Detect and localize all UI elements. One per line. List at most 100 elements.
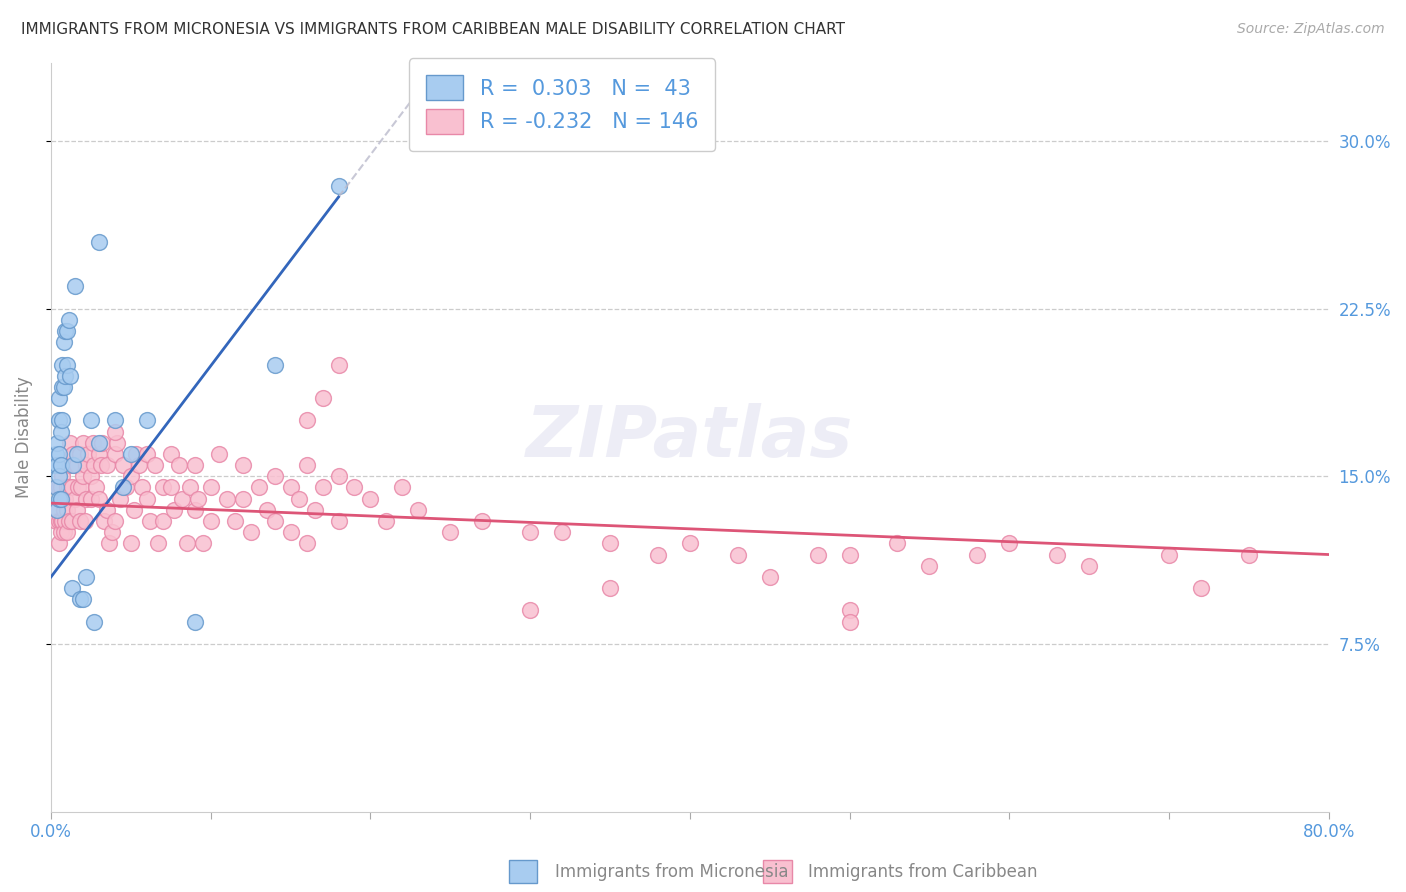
Point [58,481,80,495]
Point [87,491,110,506]
Point [44,458,66,472]
Point [146,536,169,550]
Point [311,481,333,495]
Point [167,458,190,472]
Point [63,458,86,472]
Point [328,358,350,372]
Point [76,447,98,461]
Point [62,458,84,472]
Point [75,458,97,472]
Point [72,469,94,483]
Point [232,491,254,506]
Point [87,435,110,450]
Point [73,514,96,528]
Point [838,615,860,629]
Point [256,503,278,517]
Point [48,469,70,483]
Point [52,335,75,350]
Point [343,481,366,495]
Point [239,525,262,540]
Point [287,491,309,506]
Point [104,413,127,427]
Point [232,458,254,472]
Point [46,503,69,517]
Point [224,514,246,528]
Point [191,536,214,550]
Point [1078,558,1101,573]
Point [51,469,73,483]
Point [65,447,87,461]
Point [49,525,72,540]
Point [184,458,207,472]
Point [152,481,174,495]
Point [184,615,207,629]
Point [72,435,94,450]
Point [83,458,105,472]
Point [163,503,186,517]
Point [75,570,97,584]
Point [56,358,79,372]
Point [295,536,318,550]
Point [359,491,381,506]
Point [152,514,174,528]
Point [49,425,72,439]
Y-axis label: Male Disability: Male Disability [15,376,32,498]
Point [471,514,494,528]
Point [75,491,97,506]
Text: IMMIGRANTS FROM MICRONESIA VS IMMIGRANTS FROM CARIBBEAN MALE DISABILITY CORRELAT: IMMIGRANTS FROM MICRONESIA VS IMMIGRANTS… [21,22,845,37]
Point [55,368,77,383]
Point [59,458,82,472]
Point [551,525,574,540]
Point [80,491,103,506]
Point [90,458,112,472]
Point [93,514,115,528]
Point [60,581,83,595]
Point [120,469,142,483]
Point [104,447,127,461]
Point [599,536,621,550]
Point [97,536,120,550]
Point [918,558,941,573]
Point [51,358,73,372]
Point [128,458,150,472]
Point [46,481,69,495]
Point [135,491,157,506]
Point [56,503,79,517]
Point [69,447,91,461]
Point [647,548,669,562]
Text: Immigrants from Caribbean: Immigrants from Caribbean [808,863,1038,881]
Point [63,491,86,506]
Point [96,503,118,517]
Point [100,525,122,540]
Point [184,503,207,517]
Point [46,503,69,517]
Point [328,514,350,528]
Point [49,481,72,495]
Point [1237,548,1260,562]
Point [187,491,209,506]
Point [46,458,69,472]
Point [160,481,183,495]
Point [111,458,134,472]
Point [328,469,350,483]
Point [139,514,162,528]
Point [67,481,90,495]
Point [599,581,621,595]
Text: Immigrants from Micronesia: Immigrants from Micronesia [555,863,789,881]
Point [80,469,103,483]
Point [104,514,127,528]
Point [49,514,72,528]
Point [304,503,326,517]
Point [48,391,70,405]
Legend: R =  0.303   N =  43, R = -0.232   N = 146: R = 0.303 N = 43, R = -0.232 N = 146 [409,58,716,151]
Point [1157,548,1180,562]
Point [122,503,145,517]
Point [247,481,270,495]
Point [83,615,105,629]
Point [49,491,72,506]
Point [45,514,67,528]
Point [104,425,127,439]
Point [69,514,91,528]
Point [263,514,285,528]
Point [125,447,148,461]
